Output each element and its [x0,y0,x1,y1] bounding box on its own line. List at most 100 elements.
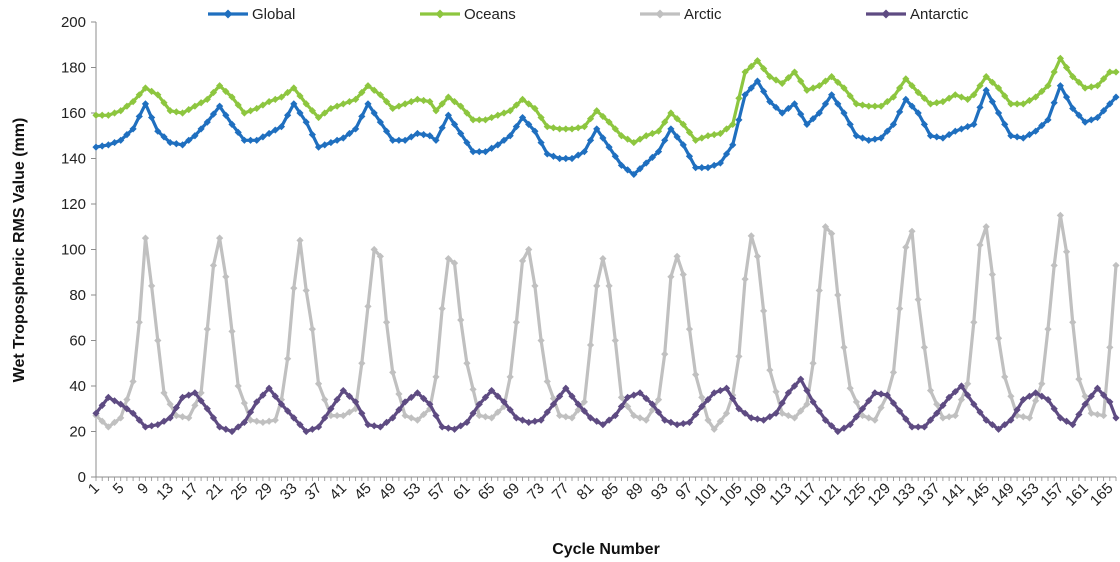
data-point [395,136,403,144]
data-point [846,421,854,429]
x-tick-label: 129 [864,480,894,510]
data-point [896,84,904,92]
data-point [772,103,780,111]
data-point [556,411,564,420]
data-point [432,136,440,144]
data-point [123,131,131,139]
data-point [790,382,799,390]
data-point [562,413,570,421]
data-point [475,400,483,408]
data-point [352,398,360,406]
x-tick-label: 53 [400,480,424,504]
data-point [463,109,471,117]
data-point [611,411,619,420]
x-tick-label: 149 [988,480,1018,510]
x-tick-label: 117 [791,480,820,509]
data-point [648,153,656,161]
data-point [747,414,755,422]
data-point [488,113,496,122]
data-point [790,414,799,422]
data-point [1044,82,1052,90]
data-point [277,396,286,404]
data-point [1075,111,1083,119]
data-point [988,421,996,429]
data-point [117,136,125,144]
data-point [821,77,830,85]
data-point [1062,93,1071,101]
data-point [178,109,187,117]
data-point [970,120,978,128]
data-point [327,411,335,420]
data-point [957,382,966,390]
data-point [1050,99,1058,107]
data-point [364,100,372,108]
data-point [481,393,490,401]
y-tick-label: 60 [69,333,86,350]
data-point [420,410,428,419]
data-point [766,73,774,81]
data-point [908,227,916,235]
data-point [494,392,502,400]
data-point [104,423,112,431]
data-point [209,261,218,270]
data-point [246,416,255,424]
data-point [1069,73,1077,81]
data-point [933,400,941,408]
data-point [636,414,644,422]
data-point [469,116,477,124]
data-point [994,109,1003,117]
data-point [1081,400,1089,408]
data-point [259,391,267,399]
data-point [828,91,836,99]
data-point [1100,75,1108,83]
data-point [358,359,366,367]
data-point [630,391,638,399]
data-point [1093,113,1102,122]
legend-label: Arctic [684,6,722,23]
data-point [692,164,700,172]
x-tick-label: 157 [1037,480,1067,510]
series-line-global [95,79,1118,176]
data-point [889,368,898,376]
data-point [574,406,582,414]
data-point [407,133,415,141]
x-tick-label: 133 [889,480,919,510]
data-point [772,409,780,417]
data-point [549,400,558,408]
data-point [265,417,273,425]
data-point [1019,413,1027,421]
data-point [166,107,174,115]
data-point [964,391,972,399]
data-point [321,109,329,117]
data-point [457,129,465,138]
data-point [370,245,378,254]
data-point [920,120,928,128]
data-point [457,102,465,110]
data-point [166,138,174,147]
data-point [382,318,391,326]
data-point [1001,92,1009,100]
data-point [642,132,650,140]
data-point [284,407,292,415]
data-point [98,401,106,409]
data-point [1007,392,1015,400]
data-point [556,154,564,163]
data-point [673,252,681,260]
data-point [110,418,119,426]
data-point [531,104,539,113]
data-point [908,82,916,90]
x-tick-label: 101 [691,480,721,510]
data-point [920,94,928,102]
data-point [661,416,669,424]
data-point [741,275,749,283]
series-line-antarctic [94,377,1118,434]
data-point [914,423,922,431]
data-point [395,390,403,398]
data-point [104,111,112,119]
data-point [815,407,823,415]
data-point [1001,421,1009,429]
data-point [1106,398,1114,406]
data-point [135,91,143,99]
data-point [661,118,669,126]
data-point [172,108,180,116]
